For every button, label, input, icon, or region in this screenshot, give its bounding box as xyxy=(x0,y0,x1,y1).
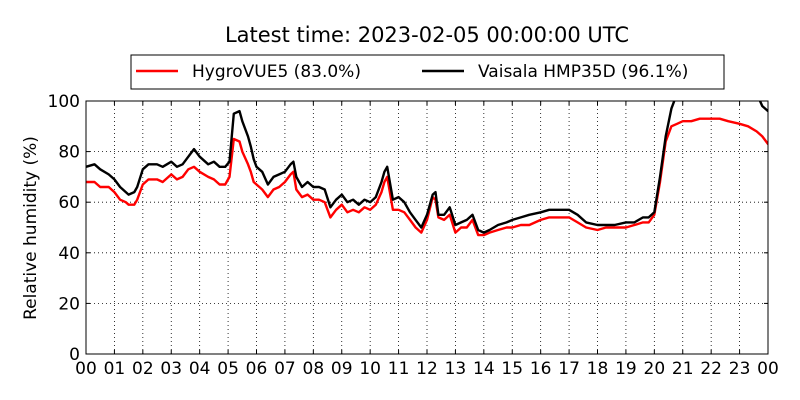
x-tick-label: 05 xyxy=(217,359,239,379)
x-tick-labels: 00 01 02 03 04 05 06 07 08 09 10 11 12 13 14 15 16 17 18 19… xyxy=(75,359,779,379)
y-tick-label: 100 xyxy=(48,92,80,112)
x-tick-label: 21 xyxy=(672,359,694,379)
x-tick-label: 22 xyxy=(700,359,722,379)
x-tick-label: 02 xyxy=(132,359,154,379)
x-tick-label: 20 xyxy=(644,359,666,379)
x-tick-label: 14 xyxy=(473,359,495,379)
y-tick-label: 80 xyxy=(58,143,80,163)
x-tick-label: 03 xyxy=(160,359,182,379)
x-tick-label: 23 xyxy=(729,359,751,379)
x-tick-label: 19 xyxy=(615,359,637,379)
x-tick-label: 07 xyxy=(274,359,296,379)
series-line-vaisala xyxy=(86,101,768,234)
y-tick-label: 60 xyxy=(58,193,80,213)
x-tick-label: 13 xyxy=(445,359,467,379)
legend-label-vaisala: Vaisala HMP35D (96.1%) xyxy=(478,62,688,82)
ticks xyxy=(85,100,769,355)
y-tick-labels: 0 20 40 60 80 100 xyxy=(48,92,80,365)
x-tick-label: 04 xyxy=(189,359,211,379)
x-tick-label: 01 xyxy=(104,359,126,379)
legend: HygroVUE5 (83.0%) Vaisala HMP35D (96.1%) xyxy=(130,54,725,90)
x-tick-label: 00 xyxy=(757,359,779,379)
grid xyxy=(86,101,768,354)
y-tick-label: 40 xyxy=(58,244,80,264)
x-tick-label: 11 xyxy=(388,359,410,379)
x-tick-label: 17 xyxy=(558,359,580,379)
x-tick-label: 16 xyxy=(530,359,552,379)
x-tick-label: 18 xyxy=(587,359,609,379)
chart-title: Latest time: 2023-02-05 00:00:00 UTC xyxy=(225,23,629,47)
series-line-hygrovue5 xyxy=(86,117,768,237)
x-tick-label: 06 xyxy=(246,359,268,379)
x-tick-label: 10 xyxy=(359,359,381,379)
y-tick-label: 0 xyxy=(69,345,80,365)
y-tick-label: 20 xyxy=(58,294,80,314)
x-tick-label: 09 xyxy=(331,359,353,379)
x-tick-label: 00 xyxy=(75,359,97,379)
y-axis-label: Relative humidity (%) xyxy=(21,136,41,320)
x-tick-label: 15 xyxy=(501,359,523,379)
x-tick-label: 12 xyxy=(416,359,438,379)
series-group xyxy=(86,101,768,237)
x-tick-label: 08 xyxy=(303,359,325,379)
legend-label-hygrovue5: HygroVUE5 (83.0%) xyxy=(192,62,361,82)
